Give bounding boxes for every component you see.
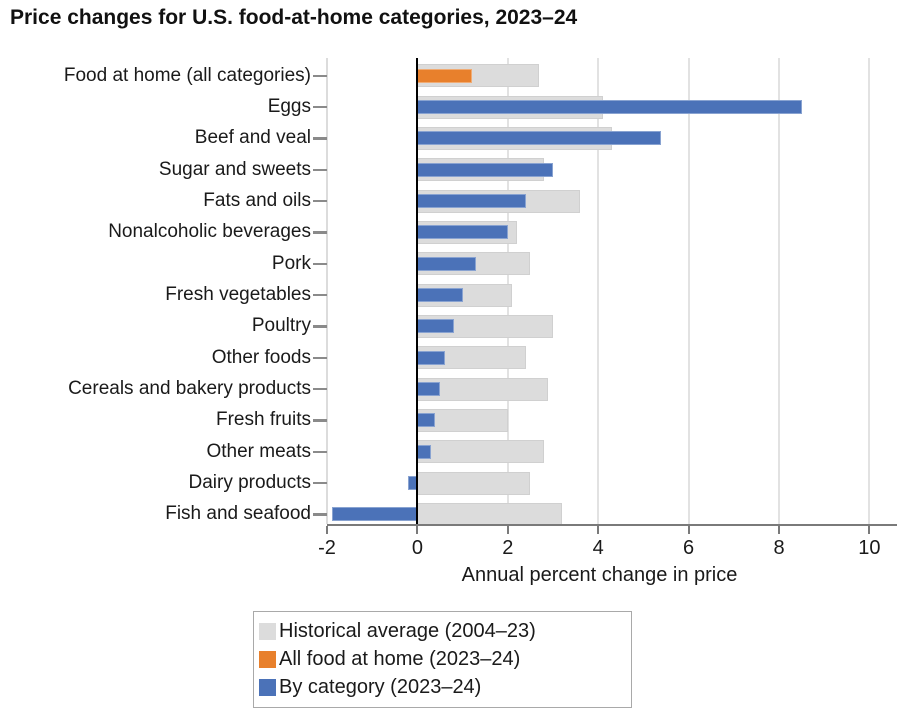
y-tick	[313, 419, 327, 422]
category-label: Dairy products	[188, 472, 312, 494]
x-axis-tick	[416, 525, 419, 534]
legend-swatch-historical	[259, 622, 276, 640]
category-label: Pork	[271, 252, 311, 274]
y-tick	[313, 513, 327, 516]
category-label: Fats and oils	[203, 190, 311, 212]
x-axis-tick	[506, 525, 509, 534]
y-tick	[313, 262, 327, 266]
x-axis-line	[327, 523, 897, 526]
bar-by-category	[417, 100, 802, 115]
bar-by-category	[417, 194, 526, 209]
legend-label-all-food: All food at home (2023–24)	[279, 647, 521, 670]
x-axis-tick	[778, 525, 780, 534]
chart-title: Price changes for U.S. food-at-home cate…	[10, 6, 578, 29]
category-label: Poultry	[251, 315, 311, 337]
category-label: Beef and veal	[194, 127, 311, 149]
x-tick-label: 10	[858, 537, 881, 559]
gridline-x10	[868, 58, 871, 524]
y-tick	[313, 105, 327, 109]
y-tick	[313, 325, 327, 328]
bar-historical	[417, 471, 531, 495]
x-axis-tick	[687, 525, 690, 534]
x-tick-label: 6	[683, 537, 695, 559]
legend: Historical average (2004–23) All food at…	[253, 611, 632, 708]
legend-item-historical: Historical average (2004–23)	[259, 617, 623, 645]
category-label: Other meats	[206, 440, 311, 462]
category-label: Cereals and bakery products	[68, 378, 311, 400]
legend-label-by-category: By category (2023–24)	[279, 676, 482, 699]
x-tick-label: -2	[318, 537, 336, 559]
category-label: Fresh fruits	[215, 409, 311, 431]
y-tick	[313, 481, 327, 485]
category-label: Food at home (all categories)	[63, 64, 311, 86]
y-tick	[313, 231, 327, 234]
bar-by-category	[417, 162, 553, 177]
category-label: Other foods	[211, 346, 311, 368]
y-tick	[313, 387, 327, 391]
category-label: Fish and seafood	[165, 503, 311, 525]
category-label: Eggs	[267, 96, 311, 118]
y-tick	[313, 450, 327, 453]
x-tick-label: 4	[592, 537, 604, 559]
gridline-x6	[687, 58, 690, 524]
x-tick-label: 8	[773, 537, 785, 559]
zero-line	[416, 58, 419, 524]
legend-item-all-food: All food at home (2023–24)	[259, 645, 623, 673]
bar-historical	[417, 502, 563, 526]
gridline-x8	[778, 58, 780, 524]
y-tick	[313, 74, 327, 78]
x-tick-label: 2	[502, 537, 514, 559]
bar-by-category	[417, 131, 662, 146]
left-spine	[326, 58, 328, 524]
legend-swatch-by-category	[259, 679, 276, 697]
y-tick	[313, 199, 327, 203]
bar-historical	[417, 440, 544, 464]
y-tick	[313, 137, 327, 140]
category-label: Fresh vegetables	[165, 284, 311, 306]
legend-swatch-all-food	[259, 650, 276, 668]
category-label: Nonalcoholic beverages	[108, 221, 311, 243]
y-tick	[313, 293, 327, 297]
gridline-x4	[597, 58, 600, 524]
legend-label-historical: Historical average (2004–23)	[279, 619, 536, 642]
y-tick	[313, 168, 327, 172]
bar-by-category	[417, 319, 454, 334]
bar-by-category	[331, 507, 418, 522]
bar-by-category	[417, 413, 436, 428]
legend-item-by-category: By category (2023–24)	[259, 674, 623, 702]
y-tick	[313, 356, 327, 360]
x-axis-tick	[868, 525, 871, 534]
bar-all-food-at-home	[417, 68, 472, 83]
bar-by-category	[417, 444, 431, 459]
bar-by-category	[417, 382, 440, 397]
x-axis-tick	[326, 525, 328, 534]
x-axis-title: Annual percent change in price	[461, 564, 738, 586]
bar-by-category	[417, 350, 445, 365]
bar-by-category	[417, 288, 463, 303]
x-axis-tick	[597, 525, 600, 534]
bar-by-category	[417, 225, 508, 240]
category-label: Sugar and sweets	[158, 158, 311, 180]
x-tick-label: 0	[411, 537, 423, 559]
bar-by-category	[417, 256, 477, 271]
